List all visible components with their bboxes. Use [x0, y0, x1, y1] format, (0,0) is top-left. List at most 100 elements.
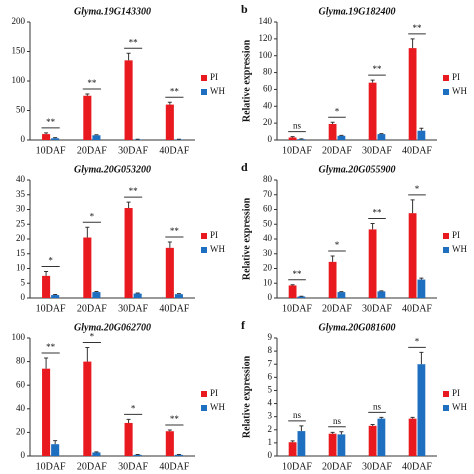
y-tick-label: 3	[268, 411, 273, 421]
error-bar	[85, 346, 90, 362]
legend-label: WH	[452, 402, 467, 412]
chart-title: Glyma.20G055900	[319, 164, 396, 175]
legend-swatch	[201, 405, 207, 411]
y-tick-label: 120	[259, 33, 273, 43]
significance-label: *	[131, 403, 136, 413]
significance-label: **	[87, 78, 97, 88]
bar	[408, 213, 417, 298]
error-bar	[330, 255, 335, 262]
bar	[165, 104, 174, 140]
significance-label: *	[48, 256, 53, 266]
bar	[124, 208, 133, 298]
bar	[92, 452, 101, 456]
bar	[297, 431, 306, 456]
legend-label: PI	[210, 72, 218, 82]
x-tick-label: 20DAF	[77, 303, 107, 314]
legend-swatch	[201, 89, 207, 95]
y-tick-label: 30	[263, 248, 273, 258]
bar	[337, 135, 346, 140]
y-tick-label: 0	[21, 450, 26, 460]
error-bar	[330, 121, 335, 124]
x-tick-label: 30DAF	[118, 145, 148, 156]
legend-label: WH	[210, 402, 225, 412]
error-bar	[410, 416, 415, 419]
panel-label: b	[241, 2, 248, 16]
y-tick-label: 60	[263, 83, 273, 93]
panel-label: f	[241, 318, 246, 332]
error-bar	[419, 351, 424, 365]
y-tick-label: 0	[268, 292, 273, 302]
error-bar	[126, 201, 131, 209]
significance-label: **	[413, 23, 423, 33]
y-tick-label: 0	[268, 134, 273, 144]
legend-swatch	[443, 247, 449, 253]
y-tick-label: 7	[268, 358, 273, 368]
x-tick-label: 40DAF	[402, 303, 432, 314]
error-bar	[167, 101, 172, 105]
legend-swatch	[443, 233, 449, 239]
error-bar	[44, 270, 49, 276]
chart-title: Glyma.20G081600	[319, 322, 396, 333]
y-tick-label: 0	[21, 134, 26, 144]
x-tick-label: 30DAF	[362, 145, 392, 156]
bar	[51, 444, 60, 456]
error-bar	[126, 52, 131, 61]
legend-label: PI	[210, 388, 218, 398]
significance-label: **	[129, 186, 139, 196]
y-tick-label: 4	[268, 398, 273, 408]
error-bar	[167, 241, 172, 248]
bar	[92, 292, 101, 298]
x-tick-label: 30DAF	[362, 303, 392, 314]
x-tick-label: 10DAF	[36, 303, 66, 314]
chart-title: Glyma.20G053200	[74, 164, 151, 175]
x-tick-label: 20DAF	[77, 145, 107, 156]
bar	[288, 442, 297, 456]
bar	[83, 95, 92, 140]
significance-label: *	[415, 184, 420, 194]
x-tick-label: 30DAF	[362, 461, 392, 472]
y-tick-label: 0	[268, 450, 273, 460]
x-tick-label: 40DAF	[159, 461, 189, 472]
y-tick-label: 2	[268, 424, 273, 434]
error-bar	[290, 136, 295, 138]
y-axis-label: Relative expression	[241, 197, 252, 280]
error-bar	[85, 226, 90, 238]
bar	[42, 134, 51, 140]
bar	[42, 368, 51, 456]
significance-label: *	[415, 336, 420, 346]
y-tick-label: 20	[16, 233, 26, 243]
bar	[174, 294, 183, 298]
error-bar	[370, 79, 375, 83]
x-tick-label: 10DAF	[36, 461, 66, 472]
significance-label: ns	[293, 121, 302, 131]
bar	[83, 237, 92, 298]
significance-label: *	[335, 106, 340, 116]
y-tick-label: 200	[12, 16, 26, 26]
x-tick-label: 10DAF	[282, 461, 312, 472]
significance-label: ns	[373, 401, 382, 411]
bar	[337, 292, 346, 298]
chart-title: Glyma.20G062700	[74, 322, 151, 333]
legend-swatch	[201, 75, 207, 81]
x-tick-label: 20DAF	[77, 461, 107, 472]
y-tick-label: 40	[263, 233, 273, 243]
y-tick-label: 15	[16, 248, 26, 258]
y-axis-label: Relative expression	[241, 355, 252, 438]
y-tick-label: 100	[12, 332, 26, 342]
legend-label: WH	[210, 244, 225, 254]
x-tick-label: 30DAF	[118, 461, 148, 472]
bar	[377, 291, 386, 298]
bar	[288, 137, 297, 140]
y-tick-label: 50	[16, 105, 26, 115]
error-bar	[330, 431, 335, 434]
significance-label: **	[46, 342, 56, 352]
error-bar	[176, 293, 181, 295]
bar	[288, 285, 297, 298]
error-bar	[370, 424, 375, 426]
bar	[42, 275, 51, 298]
y-tick-label: 9	[268, 332, 273, 342]
significance-label: **	[373, 64, 383, 74]
panel-label: d	[241, 160, 248, 174]
bar	[377, 418, 386, 456]
error-bar	[379, 416, 384, 419]
